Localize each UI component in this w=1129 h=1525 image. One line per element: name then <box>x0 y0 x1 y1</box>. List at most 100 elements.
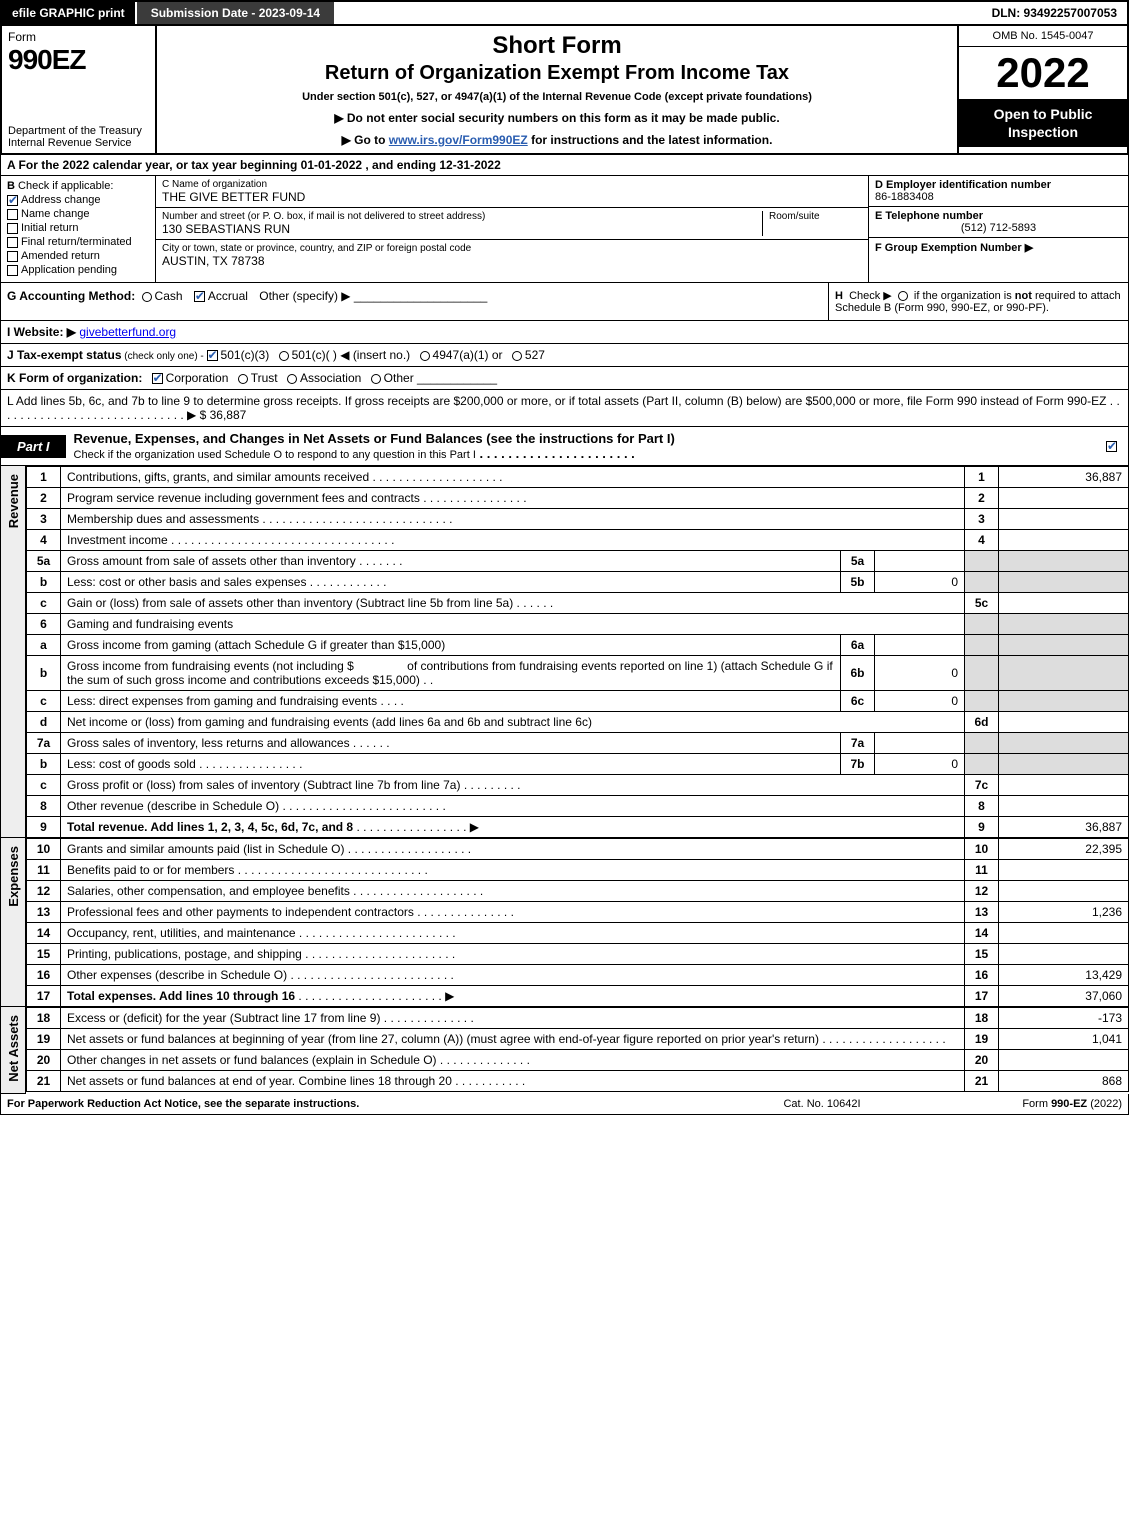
part1-header: Part I Revenue, Expenses, and Changes in… <box>0 427 1129 466</box>
line-10: 10Grants and similar amounts paid (list … <box>27 839 1129 860</box>
rn: 10 <box>965 839 999 860</box>
rn: 8 <box>965 796 999 817</box>
efile-print-button[interactable]: efile GRAPHIC print <box>2 2 137 24</box>
txt: Benefits paid to or for members <box>67 863 234 877</box>
shade <box>965 551 999 572</box>
amt <box>999 860 1129 881</box>
amt: 22,395 <box>999 839 1129 860</box>
shade <box>999 551 1129 572</box>
side-label-expenses: Expenses <box>0 838 26 1007</box>
rn: 19 <box>965 1029 999 1050</box>
l-amount: ▶ $ 36,887 <box>187 408 246 422</box>
chk-amended-return[interactable]: Amended return <box>7 250 149 262</box>
row-a: A For the 2022 calendar year, or tax yea… <box>0 155 1129 176</box>
radio-icon[interactable] <box>142 292 152 302</box>
txt: Less: direct expenses from gaming and fu… <box>67 694 377 708</box>
chk-final-return[interactable]: Final return/terminated <box>7 236 149 248</box>
shade <box>965 754 999 775</box>
shade <box>999 754 1129 775</box>
shade <box>999 572 1129 593</box>
dln-label: DLN: 93492257007053 <box>982 2 1127 24</box>
side-label-revenue-text: Revenue <box>6 466 21 536</box>
ln: 4 <box>27 530 61 551</box>
subhead: Under section 501(c), 527, or 4947(a)(1)… <box>302 91 812 103</box>
checkbox-icon[interactable] <box>152 373 163 384</box>
shade <box>999 691 1129 712</box>
rn: 14 <box>965 923 999 944</box>
checkbox-icon[interactable] <box>194 291 205 302</box>
radio-icon[interactable] <box>238 374 248 384</box>
part1-check[interactable] <box>1106 439 1128 453</box>
submission-date-label: Submission Date - 2023-09-14 <box>137 2 334 24</box>
amt <box>999 530 1129 551</box>
radio-icon[interactable] <box>287 374 297 384</box>
line-6c: c Less: direct expenses from gaming and f… <box>27 691 1129 712</box>
irs-link[interactable]: www.irs.gov/Form990EZ <box>389 133 528 147</box>
opt-final-return: Final return/terminated <box>21 236 132 248</box>
city-value: AUSTIN, TX 78738 <box>162 254 862 268</box>
instr2-pre: ▶ Go to <box>342 133 389 147</box>
short-form-title: Short Form <box>492 32 621 60</box>
ln: 13 <box>27 902 61 923</box>
netassets-block: Net Assets 18Excess or (deficit) for the… <box>0 1007 1129 1094</box>
row-l: L Add lines 5b, 6c, and 7b to line 9 to … <box>0 390 1129 427</box>
ln: c <box>27 775 61 796</box>
omb-label: OMB No. 1545-0047 <box>959 26 1127 47</box>
chk-application-pending[interactable]: Application pending <box>7 264 149 276</box>
radio-icon[interactable] <box>279 351 289 361</box>
row-h: H Check ▶ if the organization is not req… <box>828 283 1128 320</box>
amt: 1,236 <box>999 902 1129 923</box>
sub-rn: 7a <box>841 733 875 754</box>
txt: Total revenue. Add lines 1, 2, 3, 4, 5c,… <box>67 820 353 834</box>
radio-icon[interactable] <box>371 374 381 384</box>
i-label: I Website: ▶ <box>7 325 76 339</box>
sub-rn: 5b <box>841 572 875 593</box>
sub-amt <box>875 635 965 656</box>
line-7c: cGross profit or (loss) from sales of in… <box>27 775 1129 796</box>
chk-name-change[interactable]: Name change <box>7 208 149 220</box>
rn: 18 <box>965 1008 999 1029</box>
col-def: D Employer identification number 86-1883… <box>868 176 1128 282</box>
sub-amt: 0 <box>875 572 965 593</box>
opt-application-pending: Application pending <box>21 264 117 276</box>
chk-initial-return[interactable]: Initial return <box>7 222 149 234</box>
line-21: 21 Net assets or fund balances at end of … <box>27 1071 1129 1092</box>
sub-rn: 6a <box>841 635 875 656</box>
website-link[interactable]: givebetterfund.org <box>79 325 176 339</box>
j-small: (check only one) - <box>122 351 207 362</box>
ln: b <box>27 754 61 775</box>
txt: Program service revenue including govern… <box>67 491 420 505</box>
revenue-table: 1Contributions, gifts, grants, and simil… <box>26 466 1129 838</box>
ln: 14 <box>27 923 61 944</box>
radio-icon[interactable] <box>512 351 522 361</box>
checkbox-icon[interactable] <box>207 350 218 361</box>
amt: 13,429 <box>999 965 1129 986</box>
rn: 7c <box>965 775 999 796</box>
opt-initial-return: Initial return <box>21 222 78 234</box>
j-527: 527 <box>525 348 545 362</box>
ln: 21 <box>27 1071 61 1092</box>
rn: 3 <box>965 509 999 530</box>
expenses-table: 10Grants and similar amounts paid (list … <box>26 838 1129 1007</box>
amt <box>999 509 1129 530</box>
line-7b: bLess: cost of goods sold . . . . . . . … <box>27 754 1129 775</box>
line-18: 18Excess or (deficit) for the year (Subt… <box>27 1008 1129 1029</box>
chk-address-change[interactable]: Address change <box>7 194 149 206</box>
rn: 11 <box>965 860 999 881</box>
shade <box>999 733 1129 754</box>
rn: 20 <box>965 1050 999 1071</box>
txt: Net assets or fund balances at end of ye… <box>67 1074 452 1088</box>
ln: c <box>27 691 61 712</box>
amt: 868 <box>999 1071 1129 1092</box>
radio-icon[interactable] <box>420 351 430 361</box>
row-k: K Form of organization: Corporation Trus… <box>0 367 1129 390</box>
amt <box>999 775 1129 796</box>
sub-rn: 6c <box>841 691 875 712</box>
radio-icon[interactable] <box>898 291 908 301</box>
line-3: 3Membership dues and assessments . . . .… <box>27 509 1129 530</box>
line-13: 13Professional fees and other payments t… <box>27 902 1129 923</box>
side-label-netassets-text: Net Assets <box>6 1007 21 1090</box>
j-501c3: 501(c)(3) <box>221 348 270 362</box>
instr2-post: for instructions and the latest informat… <box>528 133 773 147</box>
ein-row: D Employer identification number 86-1883… <box>869 176 1128 207</box>
